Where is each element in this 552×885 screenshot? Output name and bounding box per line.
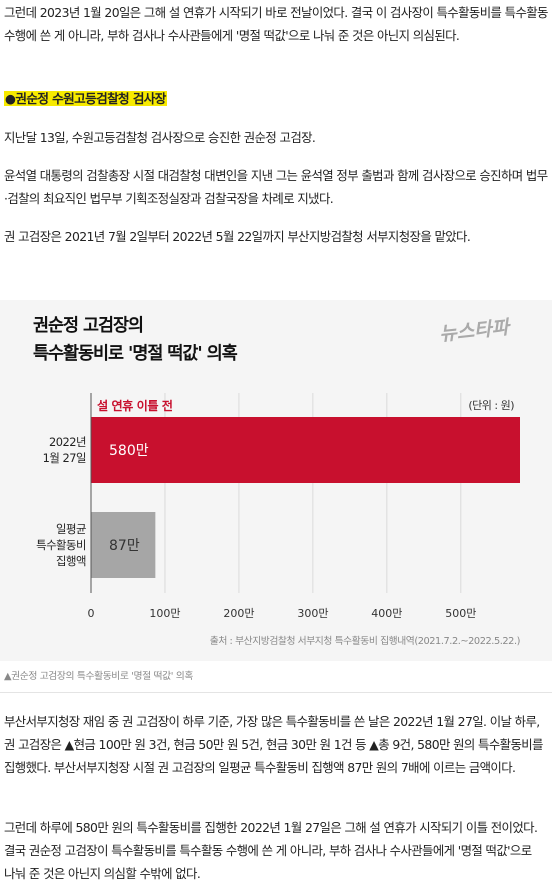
category-label-line: 특수활동비	[36, 538, 86, 552]
bar	[91, 417, 520, 483]
bar-value-label: 87만	[109, 538, 140, 554]
unit-label: (단위 : 원)	[468, 399, 514, 412]
chart-source: 출처 : 부산지방검찰청 서부지청 특수활동비 집행내역(2021.7.2.~2…	[209, 636, 521, 647]
category-label-line: 집행액	[56, 554, 86, 568]
x-tick-label: 500만	[445, 607, 476, 620]
x-tick-label: 100만	[149, 607, 180, 620]
chart-title-line2: 특수활동비로 '명절 떡값' 의혹	[33, 344, 238, 364]
paragraph-1: 지난달 13일, 수원고등검찰청 검사장으로 승진한 권순정 고검장.	[4, 130, 316, 145]
paragraph-3: 권 고검장은 2021년 7월 2일부터 2022년 5월 22일까지 부산지방…	[4, 229, 471, 244]
paragraph-intro: 그런데 2023년 1월 20일은 그해 설 연휴가 시작되기 바로 전날이었다…	[4, 5, 548, 43]
chart-title-line1: 권순정 고검장의	[33, 316, 144, 336]
x-tick-label: 200만	[223, 607, 254, 620]
paragraph-4: 부산서부지청장 재임 중 권 고검장이 하루 기준, 가장 많은 특수활동비를 …	[4, 714, 543, 775]
paragraph-5: 그런데 하루에 580만 원의 특수활동비를 집행한 2022년 1월 27일은…	[4, 820, 538, 881]
paragraph-2: 윤석열 대통령의 검찰총장 시절 대검찰청 대변인을 지낸 그는 윤석열 정부 …	[4, 168, 548, 206]
category-label-line: 1월 27일	[42, 451, 87, 465]
x-tick-label: 300만	[297, 607, 328, 620]
section-subheading: ●권순정 수원고등검찰청 검사장	[4, 89, 167, 109]
chart-annotation: 설 연휴 이틀 전	[97, 399, 173, 413]
x-tick-label: 400만	[371, 607, 402, 620]
bar-chart-plot: 580만 87만 0 100만 200만 300만 400만 500만	[88, 393, 520, 620]
bar-value-label: 580만	[109, 443, 149, 459]
subheading-highlight: ●권순정 수원고등검찰청 검사장	[4, 91, 167, 106]
bars: 580만 87만	[91, 417, 520, 578]
chart-card: 권순정 고검장의 특수활동비로 '명절 떡값' 의혹 뉴스타파 580만 87만 …	[0, 300, 552, 661]
chart-caption: ▲권순정 고검장의 특수활동비로 '명절 떡값' 의혹	[4, 671, 193, 682]
category-label-line: 2022년	[49, 435, 86, 449]
newstapa-logo: 뉴스타파	[438, 316, 512, 345]
bar	[91, 512, 156, 578]
x-tick-label: 0	[88, 607, 95, 620]
category-label: 2022년 1월 27일	[0, 434, 87, 466]
category-label-line: 일평균	[56, 522, 86, 536]
x-axis-ticks: 0 100만 200만 300만 400만 500만	[88, 607, 477, 620]
caption-divider	[0, 692, 552, 693]
